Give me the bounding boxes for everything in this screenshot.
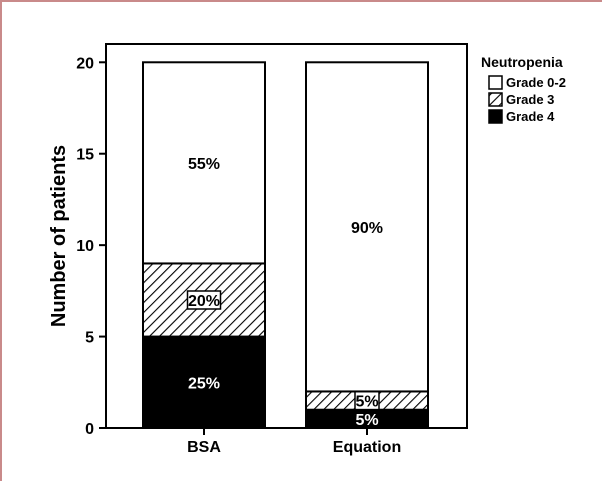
y-tick-label: 15	[76, 147, 94, 164]
y-tick-label: 20	[76, 55, 94, 72]
bar-segment	[142, 335, 266, 430]
y-axis-label: Number of patients	[48, 145, 70, 327]
legend-item-label: Grade 4	[506, 109, 555, 124]
legend-swatch	[488, 109, 503, 124]
y-tick-label: 10	[76, 238, 94, 255]
y-axis: 0 5 10 15 20	[76, 55, 106, 438]
data-label-box	[186, 290, 222, 310]
y-tick-label: 5	[85, 330, 94, 347]
legend-swatch	[488, 75, 503, 90]
legend-title: Neutropenia	[481, 54, 563, 70]
legend-swatch	[488, 92, 503, 107]
data-label: 20%	[188, 293, 220, 310]
legend-item-label: Grade 0-2	[506, 75, 566, 90]
data-label: 25%	[188, 375, 220, 392]
data-label: 5%	[355, 412, 378, 429]
x-axis: BSA Equation	[187, 428, 401, 456]
x-tick-label: BSA	[187, 439, 221, 456]
legend-item-label: Grade 3	[506, 92, 554, 107]
bar-segment	[305, 61, 429, 393]
y-tick-label: 0	[85, 421, 94, 438]
data-label: 55%	[188, 156, 220, 173]
data-label: 90%	[351, 220, 383, 237]
bars-group: 25% 20% 55% 5%5% 90%	[142, 61, 429, 430]
plot-area	[105, 43, 468, 429]
legend: Neutropenia Grade 0-2 Grade 3 Grade 4	[481, 54, 566, 124]
x-tick-label: Equation	[333, 439, 401, 456]
bar-segment	[142, 61, 266, 265]
data-label: 5%	[355, 394, 378, 411]
